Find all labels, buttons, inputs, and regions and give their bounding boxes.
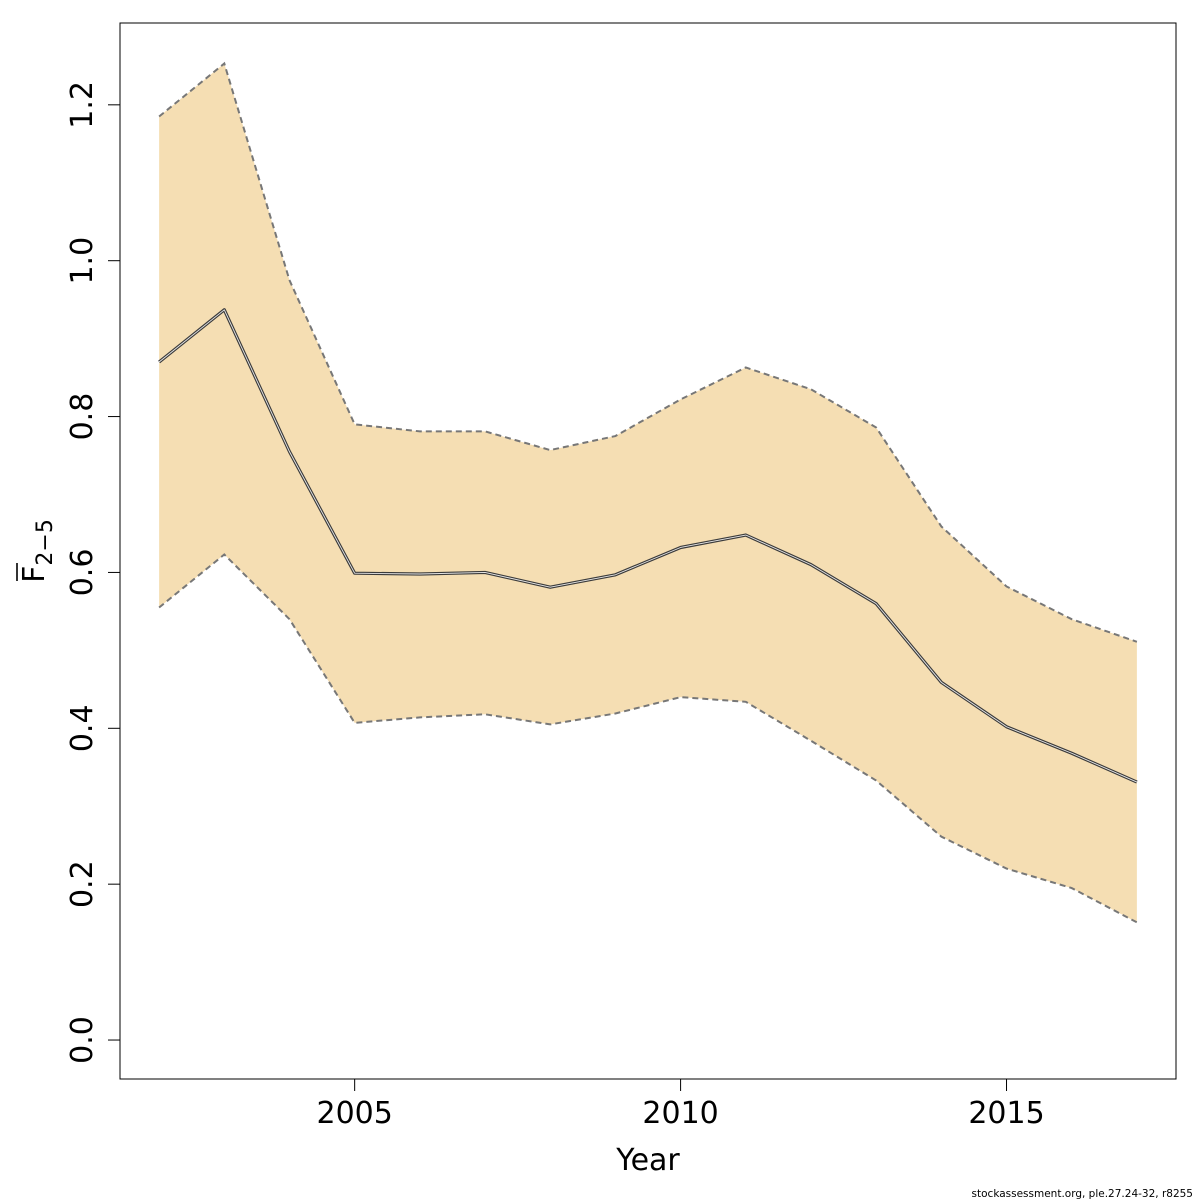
lower-bound-line (158, 553, 1138, 924)
y-tick-label: 0.0 (65, 1016, 100, 1064)
y-tick-label: 0.2 (65, 860, 100, 908)
estimate-line-inner (158, 309, 1138, 783)
y-tick-label: 1.2 (65, 81, 100, 129)
y-axis-title-main: F (17, 566, 52, 583)
confidence-band (159, 63, 1137, 923)
y-tick-label: 1.0 (65, 237, 100, 285)
x-tick-label: 2005 (316, 1096, 392, 1131)
y-tick-label: 0.6 (65, 549, 100, 597)
x-tick-label: 2015 (968, 1096, 1044, 1131)
confidence-band-layer (159, 63, 1137, 923)
credit-text: stockassessment.org, ple.27.24-32, r8255 (972, 1188, 1193, 1200)
y-tick-label: 0.4 (65, 704, 100, 752)
y-tick-label: 0.8 (65, 393, 100, 441)
axes: 2005 2010 2015 0.0 0.2 0.4 0.6 0.8 1.0 1.2 (65, 81, 1045, 1131)
y-axis-title-subscript: 2−5 (33, 519, 58, 565)
y-axis-title: F2−5 (16, 519, 58, 583)
y-axis-title-text: F2−5 (17, 519, 58, 583)
x-tick-label: 2010 (642, 1096, 718, 1131)
x-axis-title: Year (615, 1143, 680, 1178)
upper-bound-line (158, 61, 1138, 643)
series-line-layer (158, 61, 1138, 924)
